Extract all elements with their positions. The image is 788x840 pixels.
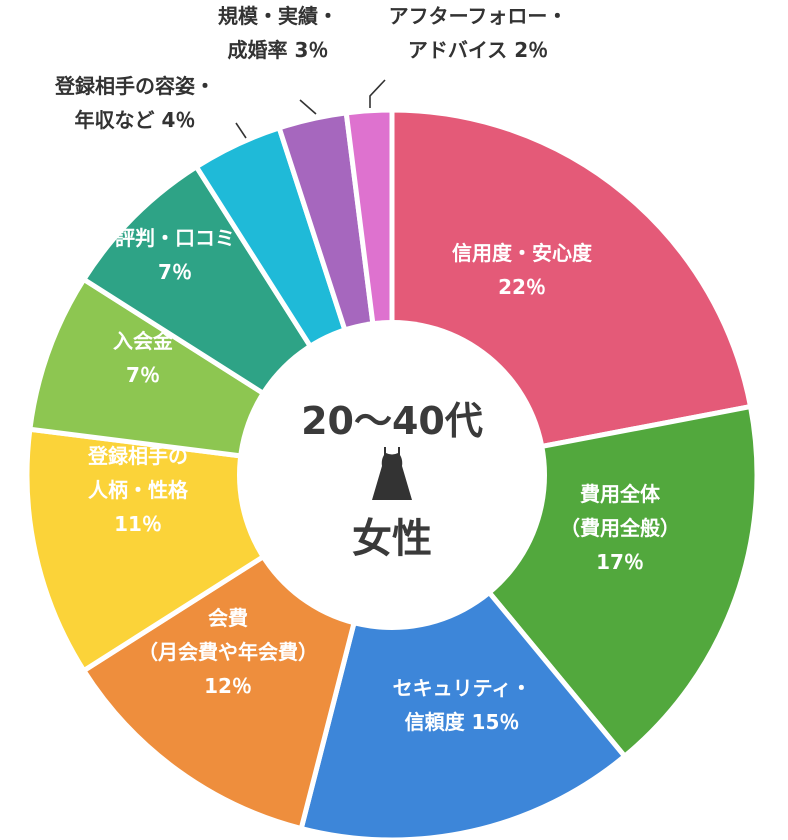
slice-label-line: セキュリティ・ [393,676,532,700]
slice-label: 評判・口コミ 7％ [115,226,235,284]
slice-label: 信用度・安心度 22％ [452,241,593,299]
slice-label-line: 信用度・安心度 [452,241,593,265]
slice-label-line: 人柄・性格 [88,478,189,502]
slice-labels: 信用度・安心度 22％ 費用全体 （費用全般） 17％ セキュリティ・信頼度 15％ 会費 （… [54,4,680,734]
slice-label-line: アドバイス 2％ [408,38,548,62]
slice-outside-label: アフターフォロー・アドバイス 2％ [389,4,568,62]
center-label-gender: 女性 [352,516,432,562]
slice-label-line: 17％ [596,550,644,574]
leader-line [369,79,386,108]
slice-label-line: 22％ [498,275,546,299]
slice-label-line: 信頼度 15％ [405,710,520,734]
slice-outside-label: 規模・実績・成婚率 3％ [218,4,338,62]
slice-label: 登録相手の人柄・性格 11％ [87,444,189,536]
slice-label-line: （費用全般） [560,516,680,540]
slice-label-line: 7％ [126,363,160,387]
slice-label: 費用全体 （費用全般） 17％ [560,482,680,574]
slice-label-line: 年収など 4％ [75,108,196,132]
leader-line [299,99,317,115]
slice-label-line: 12％ [204,674,252,698]
slice-label-line: 評判・口コミ [115,226,235,250]
slice-label-line: 登録相手の [87,444,188,468]
slice-label-line: 11％ [114,512,162,536]
slice-label-line: 会費 [208,606,248,630]
slice-outside-label: 登録相手の容姿・年収など 4％ [54,74,215,132]
slice-label-line: アフターフォロー・ [389,4,568,28]
leader-line [235,122,247,139]
center-label-age: 20～40代 [301,399,483,443]
slice-label-line: 登録相手の容姿・ [54,74,215,98]
slice-label-line: 成婚率 3％ [228,38,329,62]
slice-label-line: 7％ [158,260,192,284]
dress-icon [372,447,412,500]
leader-lines [235,79,386,139]
slice-label: 入会金 7％ [113,329,174,387]
slice-label-line: （月会費や年会費） [138,640,318,664]
slice-label: 会費 （月会費や年会費） 12％ [138,606,318,698]
slice-label-line: 規模・実績・ [218,4,338,28]
slice-label-line: 入会金 [113,329,174,353]
slice-label: セキュリティ・信頼度 15％ [393,676,532,734]
slice-label-line: 費用全体 [580,482,661,506]
